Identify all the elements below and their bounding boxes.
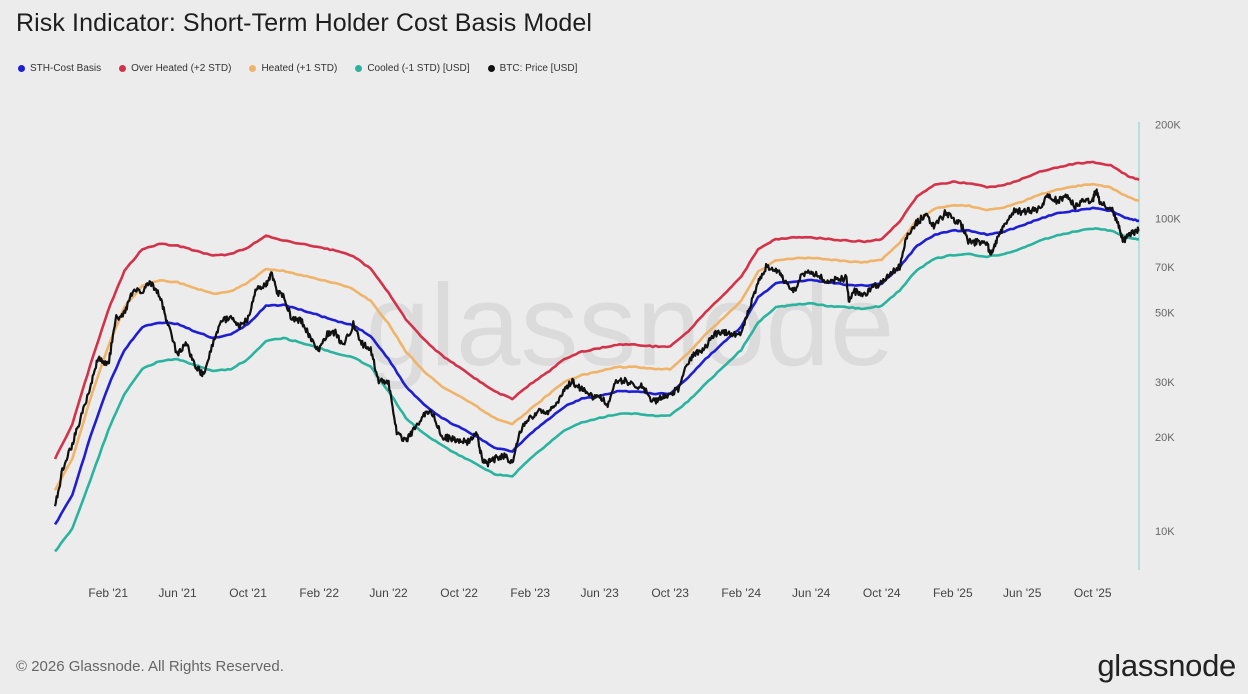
y-tick-label: 200K — [1155, 120, 1181, 132]
legend-marker — [487, 65, 495, 72]
legend-item-btc-price[interactable]: BTC: Price [USD] — [487, 63, 578, 74]
legend-label: Heated (+1 STD) — [261, 63, 338, 74]
legend-label: Over Heated (+2 STD) — [131, 63, 232, 74]
legend-marker — [18, 65, 25, 72]
chart-title: Risk Indicator: Short-Term Holder Cost B… — [16, 9, 593, 37]
x-tick-label: Jun '21 — [158, 586, 197, 600]
legend-label: Cooled (-1 STD) [USD] — [367, 63, 470, 74]
legend-label: STH-Cost Basis — [30, 63, 102, 74]
y-tick-label: 10K — [1155, 526, 1175, 538]
legend-item-sth-cost-basis[interactable]: STH-Cost Basis — [18, 63, 101, 74]
x-tick-label: Oct '25 — [1074, 586, 1112, 600]
x-tick-label: Jun '22 — [369, 586, 408, 600]
x-tick-label: Feb '21 — [88, 586, 128, 600]
y-tick-label: 20K — [1155, 432, 1175, 444]
y-tick-label: 30K — [1155, 377, 1175, 389]
y-tick-label: 70K — [1155, 262, 1175, 274]
legend-label: BTC: Price [USD] — [499, 63, 578, 74]
x-tick-label: Jun '25 — [1003, 586, 1042, 600]
x-tick-label: Oct '22 — [440, 586, 478, 600]
brand-logo[interactable]: glassnode — [1097, 648, 1236, 683]
legend-marker — [249, 65, 257, 72]
axes: 10K 20K 30K 50K 70K 100K 200K Feb '21 Jun '21 Oct… — [88, 120, 1181, 600]
x-tick-label: Feb '25 — [933, 586, 973, 600]
y-tick-label: 50K — [1155, 308, 1175, 320]
legend-item-heated[interactable]: Heated (+1 STD) — [249, 63, 337, 74]
series-group — [53, 160, 1140, 553]
series-line-heated-1-std[interactable] — [53, 182, 1140, 491]
legend-marker — [355, 65, 363, 72]
x-tick-label: Feb '24 — [721, 586, 761, 600]
x-tick-label: Jun '23 — [580, 586, 619, 600]
legend-marker — [119, 65, 127, 72]
x-tick-label: Oct '21 — [229, 586, 267, 600]
x-tick-label: Oct '24 — [863, 586, 901, 600]
legend-item-over-heated[interactable]: Over Heated (+2 STD) — [119, 63, 231, 74]
series-line-btc-price-usd[interactable] — [53, 188, 1140, 507]
x-tick-label: Feb '22 — [299, 586, 339, 600]
x-tick-label: Oct '23 — [651, 586, 689, 600]
x-tick-label: Jun '24 — [792, 586, 831, 600]
series-line-cooled-1-std-usd[interactable] — [54, 227, 1140, 553]
y-tick-label: 100K — [1155, 214, 1181, 226]
series-line-over-heated-2-std[interactable] — [53, 160, 1140, 460]
x-tick-label: Feb '23 — [510, 586, 550, 600]
legend-item-cooled[interactable]: Cooled (-1 STD) [USD] — [355, 63, 470, 74]
copyright-text: © 2026 Glassnode. All Rights Reserved. — [16, 658, 284, 675]
legend: STH-Cost Basis Over Heated (+2 STD) Heat… — [18, 63, 577, 74]
